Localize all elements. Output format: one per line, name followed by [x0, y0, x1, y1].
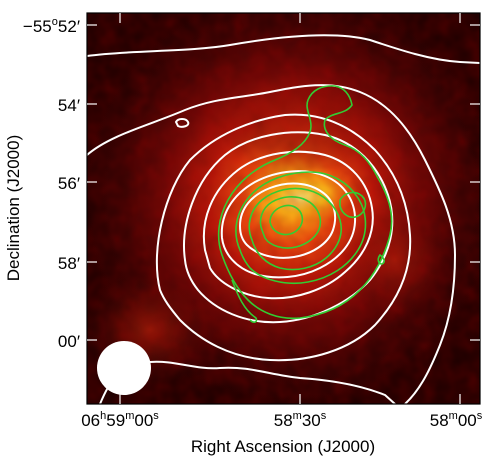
y-tick-label: 00′	[58, 332, 80, 351]
green-contour	[339, 191, 367, 219]
x-tick-label: 58m00s	[430, 410, 483, 430]
white-contour	[87, 34, 480, 64]
green-contour	[217, 85, 393, 320]
plot-frame	[86, 12, 481, 405]
y-tick-label: 54′	[58, 96, 80, 115]
y-axis-label: Declination (J2000)	[4, 135, 23, 281]
green-contour	[259, 196, 322, 249]
x-axis-label: Right Ascension (J2000)	[191, 437, 375, 456]
white-contour	[220, 170, 357, 279]
white-contour	[87, 84, 457, 404]
white-contour	[203, 150, 374, 300]
white-contour	[174, 118, 190, 128]
y-tick-label: −55o52′	[23, 16, 80, 36]
x-tick-label: 58m30s	[274, 410, 327, 430]
green-contour	[377, 253, 385, 265]
image-panel	[87, 13, 480, 404]
green-contour	[235, 171, 367, 285]
tick-marks	[87, 13, 480, 404]
green-contour	[248, 187, 342, 271]
white-contour	[155, 113, 412, 362]
x-tick-label: 06h59m00s	[81, 410, 159, 430]
white-contour	[238, 182, 337, 259]
y-tick-label: 56′	[58, 174, 80, 193]
noise-texture	[87, 13, 480, 404]
y-tick-label: 58′	[58, 254, 80, 273]
green-contour	[231, 279, 258, 323]
green-contour	[269, 204, 304, 236]
green-contours	[217, 85, 393, 323]
beam-ellipse	[97, 341, 151, 395]
